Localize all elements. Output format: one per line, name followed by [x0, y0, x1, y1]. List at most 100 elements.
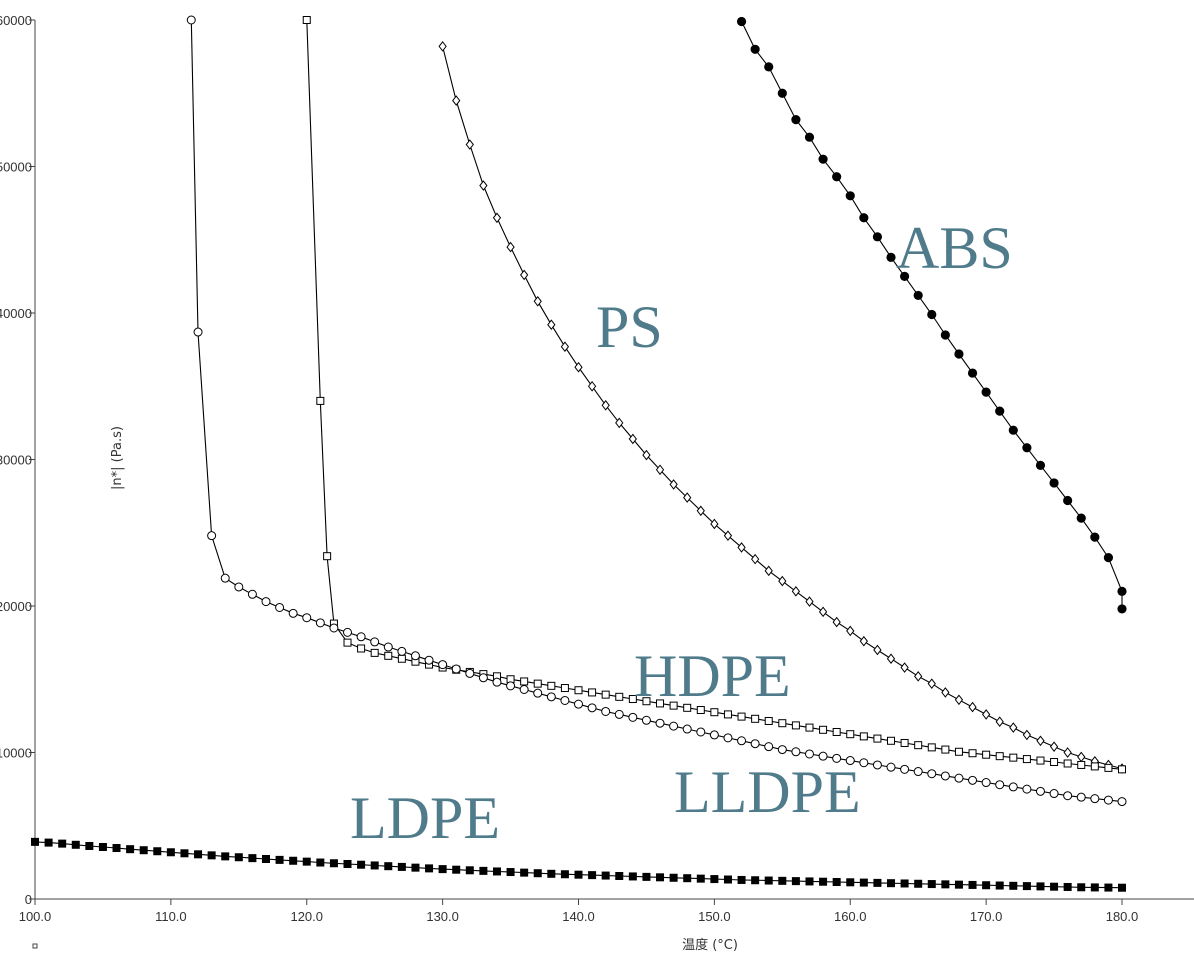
data-point-ldpe — [791, 877, 800, 886]
data-point-ldpe — [778, 876, 787, 885]
data-point-ldpe — [669, 873, 678, 882]
data-point-ps — [492, 212, 502, 224]
data-point-abs — [940, 330, 950, 340]
x-ticks: 100.0 110.0 120.0 130.0 140.0 150.0 160.0 170.0… — [19, 899, 1138, 924]
y-tick-label: 40000 — [0, 306, 32, 321]
data-point-ldpe — [289, 856, 298, 865]
data-point-ldpe — [194, 850, 203, 859]
data-point-abs — [1090, 532, 1100, 542]
data-point-lldpe — [655, 718, 665, 728]
y-axis-title: |n*| (Pa.s) — [110, 426, 125, 490]
data-point-lldpe — [886, 762, 896, 772]
data-point-ldpe — [112, 844, 121, 853]
data-point-lldpe — [587, 703, 597, 713]
data-point-abs — [995, 406, 1005, 416]
data-point-hdpe — [656, 699, 665, 708]
data-point-abs — [818, 154, 828, 164]
data-point-hdpe — [574, 686, 583, 695]
data-point-lldpe — [723, 733, 733, 743]
data-point-ps — [859, 635, 868, 647]
data-point-hdpe — [846, 730, 855, 739]
data-point-ldpe — [357, 860, 366, 869]
data-point-ps — [547, 319, 556, 331]
data-point-abs — [804, 132, 815, 142]
data-point-ldpe — [166, 848, 175, 857]
data-point-hdpe — [316, 396, 325, 405]
data-point-lldpe — [261, 597, 271, 607]
data-point-abs — [913, 290, 923, 301]
data-point-ldpe — [520, 868, 529, 877]
data-point-ldpe — [1118, 883, 1126, 892]
data-point-hdpe — [778, 719, 787, 728]
series-label-ldpe: LDPE — [350, 785, 500, 851]
data-point-hdpe — [384, 651, 393, 660]
data-point-hdpe — [628, 695, 637, 704]
data-point-hdpe — [859, 732, 868, 741]
y-ticks: 0 10000 20000 30000 40000 50000 60000 — [0, 13, 35, 907]
data-point-ps — [832, 616, 841, 628]
data-point-lldpe — [1103, 795, 1113, 805]
data-point-lldpe — [1035, 786, 1045, 796]
data-point-lldpe — [669, 721, 679, 731]
data-point-ldpe — [153, 847, 162, 856]
data-point-ldpe — [58, 839, 67, 848]
data-point-ldpe — [615, 871, 624, 880]
y-tick-label: 10000 — [0, 746, 32, 761]
x-tick-label: 100.0 — [19, 909, 52, 924]
data-point-lldpe — [872, 760, 882, 770]
data-point-hdpe — [914, 741, 923, 750]
data-point-abs — [1049, 478, 1059, 488]
data-point-ldpe — [832, 878, 841, 887]
series-group — [31, 15, 1127, 892]
data-point-lldpe — [574, 699, 583, 709]
data-point-abs — [845, 191, 855, 201]
data-point-lldpe — [601, 706, 611, 716]
data-point-ps — [764, 565, 773, 577]
x-tick-label: 150.0 — [698, 909, 731, 924]
data-point-ldpe — [683, 874, 692, 883]
data-point-ldpe — [982, 881, 991, 890]
data-point-ps — [914, 671, 923, 682]
data-point-hdpe — [696, 706, 705, 715]
data-point-abs — [791, 115, 801, 125]
series-label-ps: PS — [596, 294, 663, 360]
data-point-ldpe — [465, 866, 474, 875]
data-point-lldpe — [845, 756, 855, 766]
data-point-lldpe — [410, 651, 420, 661]
data-point-hdpe — [873, 734, 882, 743]
data-point-ps — [574, 361, 583, 373]
data-point-lldpe — [737, 736, 747, 746]
data-point-ldpe — [425, 864, 434, 873]
data-point-ldpe — [316, 858, 325, 867]
series-line-lldpe — [190, 19, 1123, 803]
data-point-ps — [968, 701, 977, 713]
data-point-abs — [886, 252, 896, 262]
data-point-ldpe — [859, 878, 868, 887]
data-point-hdpe — [995, 752, 1004, 761]
data-point-ldpe — [574, 870, 583, 879]
data-point-hdpe — [982, 750, 991, 759]
data-point-abs — [1117, 604, 1127, 614]
data-point-lldpe — [315, 618, 325, 628]
data-point-ps — [533, 295, 542, 307]
data-point-lldpe — [546, 692, 556, 702]
data-point-ldpe — [275, 855, 284, 864]
data-point-ldpe — [452, 865, 461, 874]
data-point-ps — [1049, 741, 1059, 752]
data-point-abs — [1076, 513, 1086, 523]
data-point-ldpe — [1090, 883, 1099, 892]
data-point-ldpe — [927, 880, 936, 889]
data-point-ps — [873, 644, 882, 656]
data-point-lldpe — [288, 608, 298, 618]
data-point-hdpe — [370, 648, 379, 657]
data-point-ldpe — [656, 873, 665, 882]
data-point-lldpe — [186, 15, 196, 25]
data-point-lldpe — [709, 730, 719, 740]
data-point-hdpe — [723, 710, 732, 719]
data-point-ldpe — [139, 846, 148, 855]
data-point-ps — [1063, 747, 1072, 758]
data-point-abs — [764, 62, 774, 72]
data-point-abs — [927, 309, 937, 320]
x-tick-label: 140.0 — [562, 909, 595, 924]
